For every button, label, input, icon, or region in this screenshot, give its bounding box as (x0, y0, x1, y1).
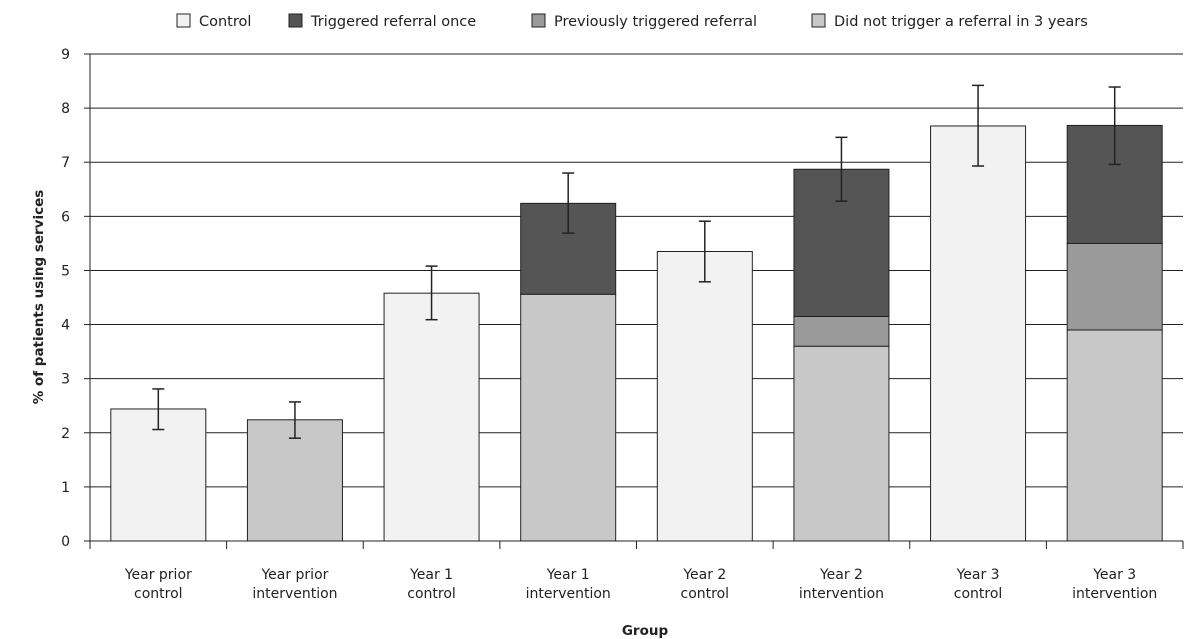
bar-segment (1066, 329, 1163, 542)
legend-label: Previously triggered referral (554, 14, 757, 30)
x-axis-title: Group (622, 623, 669, 639)
y-tick-label: 1 (61, 480, 70, 496)
bars (110, 124, 1163, 542)
legend-swatch (176, 13, 191, 28)
x-tick-label: Year 3 intervention (1072, 567, 1157, 602)
y-tick-label: 4 (61, 318, 70, 334)
legend-swatch (288, 13, 303, 28)
legend-label: Triggered referral once (310, 14, 476, 30)
x-tick-label: Year 2 intervention (799, 567, 884, 602)
legend: Control Triggered referral once Previously… (176, 13, 1088, 30)
bar-segment (793, 345, 890, 542)
legend-swatch (531, 13, 546, 28)
y-tick-label: 2 (61, 426, 70, 442)
y-tick-label: 6 (61, 209, 70, 225)
bar-segment (520, 293, 617, 542)
y-tick-label: 9 (61, 47, 70, 63)
error-bars (152, 84, 1121, 439)
axes: 0 1 2 3 4 5 6 7 8 9 Year prior control Year prior int… (61, 47, 1184, 602)
bar-segment (793, 315, 890, 347)
y-tick-label: 8 (61, 101, 70, 117)
bar-segment (1066, 242, 1163, 331)
bar-segment (930, 125, 1027, 542)
y-axis-title: % of patients using services (31, 190, 47, 405)
x-tick-label: Year 2 control (681, 567, 730, 602)
legend-label: Control (199, 14, 251, 30)
bar-segment (383, 292, 480, 542)
legend-label: Did not trigger a referral in 3 years (834, 14, 1088, 30)
x-tick-label: Year 3 control (954, 567, 1003, 602)
y-tick-label: 7 (61, 155, 70, 171)
legend-swatch (811, 13, 826, 28)
bar-segment (110, 408, 207, 542)
x-tick-label: Year 1 control (407, 567, 456, 602)
bar-segment (656, 251, 753, 542)
x-tick-label: Year 1 intervention (526, 567, 611, 602)
y-tick-label: 5 (61, 263, 70, 279)
y-tick-label: 3 (61, 372, 70, 388)
y-tick-label: 0 (61, 534, 70, 550)
x-tick-label: Year prior control (124, 567, 192, 602)
x-tick-label: Year prior intervention (252, 567, 337, 602)
